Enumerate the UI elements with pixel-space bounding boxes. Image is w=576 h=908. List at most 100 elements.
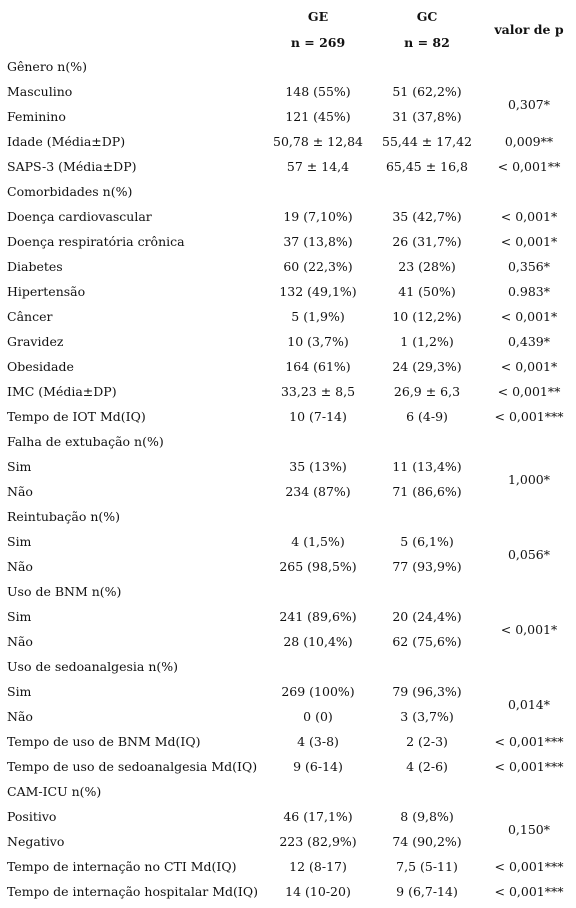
gc-value: 6 (4-9) bbox=[406, 409, 448, 424]
ge-value: 12 (8-17) bbox=[289, 859, 347, 874]
row-label: Não bbox=[7, 634, 33, 649]
row-label: Obesidade bbox=[7, 359, 74, 374]
gc-value: 35 (42,7%) bbox=[392, 209, 462, 224]
row-label: CAM-ICU n(%) bbox=[7, 784, 102, 799]
row-label: Tempo de uso de sedoanalgesia Md(IQ) bbox=[7, 759, 258, 774]
p-value: 0,014* bbox=[507, 696, 551, 712]
ge-value: 132 (49,1%) bbox=[279, 284, 357, 299]
row-label: Uso de BNM n(%) bbox=[7, 584, 122, 599]
ge-value: 46 (17,1%) bbox=[283, 809, 353, 824]
row-label: Doença cardiovascular bbox=[7, 209, 152, 224]
ge-value: 10 (3,7%) bbox=[287, 334, 349, 349]
p-value: < 0,001* bbox=[500, 359, 558, 374]
gc-value: 65,45 ± 16,8 bbox=[385, 159, 469, 174]
gc-value: 74 (90,2%) bbox=[392, 834, 462, 849]
p-value: 0,056* bbox=[507, 546, 551, 562]
ge-value: 223 (82,9%) bbox=[279, 834, 357, 849]
ge-value: 265 (98,5%) bbox=[279, 559, 357, 574]
gc-value: 20 (24,4%) bbox=[392, 609, 462, 624]
gc-value: 1 (1,2%) bbox=[400, 334, 454, 349]
row-label: Não bbox=[7, 709, 33, 724]
gc-value: 23 (28%) bbox=[398, 259, 456, 274]
p-value: < 0,001** bbox=[497, 384, 561, 399]
gc-value: 11 (13,4%) bbox=[392, 459, 462, 474]
row-label: Tempo de internação no CTI Md(IQ) bbox=[7, 859, 237, 874]
ge-value: 28 (10,4%) bbox=[283, 634, 353, 649]
ge-value: 60 (22,3%) bbox=[283, 259, 353, 274]
ge-value: 5 (1,9%) bbox=[291, 309, 345, 324]
row-label: SAPS-3 (Média±DP) bbox=[7, 159, 137, 174]
ge-value: 33,23 ± 8,5 bbox=[280, 384, 356, 399]
row-label: Hipertensão bbox=[7, 284, 86, 299]
row-label: Câncer bbox=[7, 309, 53, 324]
row-label: Sim bbox=[7, 459, 32, 474]
gc-value: 77 (93,9%) bbox=[392, 559, 462, 574]
p-value: < 0,001*** bbox=[494, 759, 564, 774]
gc-value: 79 (96,3%) bbox=[392, 684, 462, 699]
p-value: < 0,001* bbox=[500, 621, 558, 637]
p-value: < 0,001*** bbox=[494, 409, 564, 424]
ge-value: 50,78 ± 12,84 bbox=[273, 134, 363, 149]
column-header: n = 269 bbox=[290, 35, 346, 50]
gc-value: 4 (2-6) bbox=[406, 759, 448, 774]
row-label: Tempo de internação hospitalar Md(IQ) bbox=[7, 884, 258, 899]
gc-value: 41 (50%) bbox=[398, 284, 456, 299]
ge-value: 4 (3-8) bbox=[297, 734, 339, 749]
row-label: Tempo de uso de BNM Md(IQ) bbox=[7, 734, 201, 749]
ge-value: 0 (0) bbox=[303, 709, 333, 724]
row-label: IMC (Média±DP) bbox=[7, 384, 117, 399]
p-value: 0,150* bbox=[507, 821, 551, 837]
gc-value: 31 (37,8%) bbox=[392, 109, 462, 124]
column-header: valor de p bbox=[494, 22, 564, 37]
p-value: 0,009** bbox=[504, 134, 554, 149]
p-value: < 0,001*** bbox=[494, 734, 564, 749]
gc-value: 26,9 ± 6,3 bbox=[393, 384, 461, 399]
row-label: Não bbox=[7, 559, 33, 574]
gc-value: 55,44 ± 17,42 bbox=[382, 134, 472, 149]
row-label: Masculino bbox=[7, 84, 73, 99]
ge-value: 241 (89,6%) bbox=[279, 609, 357, 624]
row-label: Doença respiratória crônica bbox=[7, 234, 185, 249]
ge-value: 19 (7,10%) bbox=[283, 209, 353, 224]
column-header: n = 82 bbox=[404, 35, 450, 50]
ge-value: 9 (6-14) bbox=[293, 759, 343, 774]
p-value: 0,307* bbox=[507, 96, 551, 112]
gc-value: 71 (86,6%) bbox=[392, 484, 462, 499]
column-header: GE bbox=[307, 9, 329, 24]
p-value: 0.983* bbox=[507, 284, 551, 299]
row-label: Sim bbox=[7, 684, 32, 699]
gc-value: 8 (9,8%) bbox=[400, 809, 454, 824]
ge-value: 121 (45%) bbox=[285, 109, 351, 124]
gc-value: 2 (2-3) bbox=[406, 734, 448, 749]
row-label: Idade (Média±DP) bbox=[7, 134, 126, 149]
row-label: Não bbox=[7, 484, 33, 499]
column-header: GC bbox=[416, 9, 438, 24]
ge-value: 14 (10-20) bbox=[285, 884, 351, 899]
ge-value: 164 (61%) bbox=[285, 359, 351, 374]
p-value: < 0,001*** bbox=[494, 884, 564, 899]
row-label: Diabetes bbox=[7, 259, 63, 274]
row-label: Gravidez bbox=[7, 334, 64, 349]
ge-value: 57 ± 14,4 bbox=[286, 159, 350, 174]
ge-value: 148 (55%) bbox=[285, 84, 351, 99]
row-label: Uso de sedoanalgesia n(%) bbox=[7, 659, 179, 674]
row-label: Sim bbox=[7, 534, 32, 549]
row-label: Positivo bbox=[7, 809, 57, 824]
gc-value: 51 (62,2%) bbox=[392, 84, 462, 99]
row-label: Comorbidades n(%) bbox=[7, 184, 133, 199]
gc-value: 26 (31,7%) bbox=[392, 234, 462, 249]
ge-value: 10 (7-14) bbox=[289, 409, 347, 424]
ge-value: 35 (13%) bbox=[289, 459, 347, 474]
gc-value: 9 (6,7-14) bbox=[396, 884, 458, 899]
p-value: 1,000* bbox=[507, 471, 551, 487]
p-value: 0,439* bbox=[507, 334, 551, 349]
row-label: Falha de extubação n(%) bbox=[7, 434, 164, 449]
gc-value: 3 (3,7%) bbox=[400, 709, 454, 724]
gc-value: 5 (6,1%) bbox=[400, 534, 454, 549]
p-value: < 0,001** bbox=[497, 159, 561, 174]
ge-value: 4 (1,5%) bbox=[291, 534, 345, 549]
p-value: < 0,001*** bbox=[494, 859, 564, 874]
p-value: < 0,001* bbox=[500, 234, 558, 249]
row-label: Tempo de IOT Md(IQ) bbox=[7, 409, 146, 424]
